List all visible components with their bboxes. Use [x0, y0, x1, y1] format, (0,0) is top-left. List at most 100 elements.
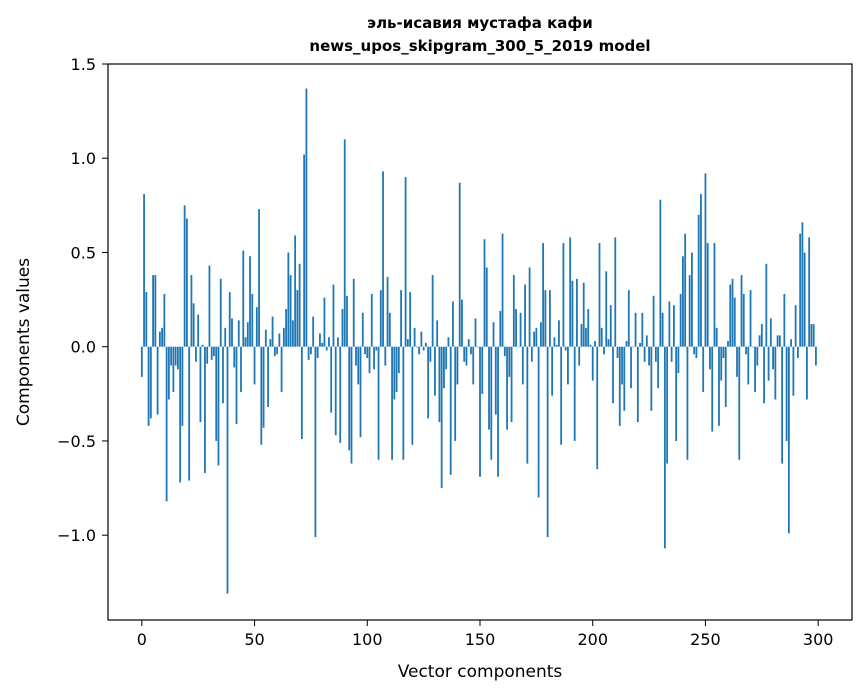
bar [645, 335, 648, 347]
plot-frame [107, 63, 853, 621]
bar [240, 346, 242, 392]
bar [796, 346, 799, 359]
bar [253, 346, 256, 385]
bar [727, 341, 729, 347]
bar [494, 346, 497, 415]
bar [465, 346, 468, 366]
bar [657, 346, 660, 389]
bar [291, 320, 294, 347]
bar [481, 346, 484, 394]
x-tick-label: 100 [352, 630, 383, 649]
bar [625, 341, 628, 347]
bar [569, 237, 572, 347]
bar [618, 346, 621, 426]
bar [704, 173, 707, 347]
bar [650, 346, 653, 411]
x-tick-label: 300 [803, 630, 834, 649]
bar [510, 346, 513, 423]
bar [528, 267, 531, 347]
bar [255, 307, 258, 347]
bar [623, 346, 626, 411]
bar [693, 346, 696, 355]
bar [790, 339, 793, 347]
bar [539, 322, 542, 347]
bar [492, 322, 495, 347]
bar [215, 346, 218, 441]
y-axis-ticks: −1.0 −0.5 0.0 0.5 1.0 1.5 [57, 55, 108, 545]
bar [621, 346, 623, 385]
bar [715, 327, 718, 347]
bar [666, 346, 669, 464]
bar [415, 346, 418, 348]
bar [738, 346, 741, 460]
bar [497, 346, 499, 477]
x-axis-label: Vector components [398, 662, 563, 682]
x-tick-label: 250 [690, 630, 721, 649]
bar [163, 293, 166, 347]
bar [654, 346, 657, 362]
bar [691, 252, 693, 347]
bar [258, 209, 260, 347]
bar [582, 282, 585, 347]
bar [280, 346, 283, 392]
bar [400, 290, 402, 347]
bar [571, 280, 574, 347]
bar [553, 337, 556, 347]
bar [269, 339, 272, 347]
bar [558, 320, 560, 347]
bar [499, 310, 502, 347]
bar [406, 339, 409, 347]
bar [501, 233, 504, 347]
bar [812, 324, 815, 347]
bar [357, 346, 360, 385]
bar [686, 346, 689, 460]
bar [778, 335, 781, 347]
bar [355, 346, 357, 366]
bar [677, 346, 680, 374]
bar [736, 346, 738, 377]
bar [262, 346, 265, 428]
bar [684, 233, 687, 347]
bar [422, 346, 425, 351]
bar [530, 346, 533, 362]
bar [307, 346, 310, 360]
y-tick-label: 0.5 [71, 243, 96, 262]
bar [413, 327, 416, 347]
bar [321, 342, 324, 347]
bar [774, 346, 777, 400]
bar [431, 275, 434, 347]
bar [285, 309, 288, 347]
bar [294, 235, 297, 347]
bar [535, 327, 538, 347]
bar [751, 346, 754, 348]
bar [470, 346, 472, 355]
y-tick-label: −1.0 [57, 526, 96, 545]
bar [161, 327, 164, 347]
bar [652, 295, 655, 347]
bar [508, 346, 511, 377]
bar [370, 293, 373, 347]
bar [424, 342, 427, 347]
bar [463, 346, 466, 362]
bar [785, 346, 788, 441]
bar [289, 275, 292, 347]
bar [264, 329, 267, 347]
bar [382, 171, 384, 347]
bars-group [140, 88, 817, 594]
bar [454, 346, 457, 441]
bar [544, 290, 547, 347]
bar [328, 337, 330, 347]
bar [758, 335, 761, 347]
y-tick-label: −0.5 [57, 432, 96, 451]
y-tick-label: 0.0 [71, 338, 96, 357]
bar [296, 290, 299, 347]
bar [609, 305, 612, 347]
bar [576, 278, 578, 347]
bar [711, 346, 714, 432]
bar [192, 303, 195, 347]
bar [519, 312, 522, 347]
bar [364, 346, 366, 355]
bar [512, 275, 515, 347]
bar [195, 346, 197, 362]
